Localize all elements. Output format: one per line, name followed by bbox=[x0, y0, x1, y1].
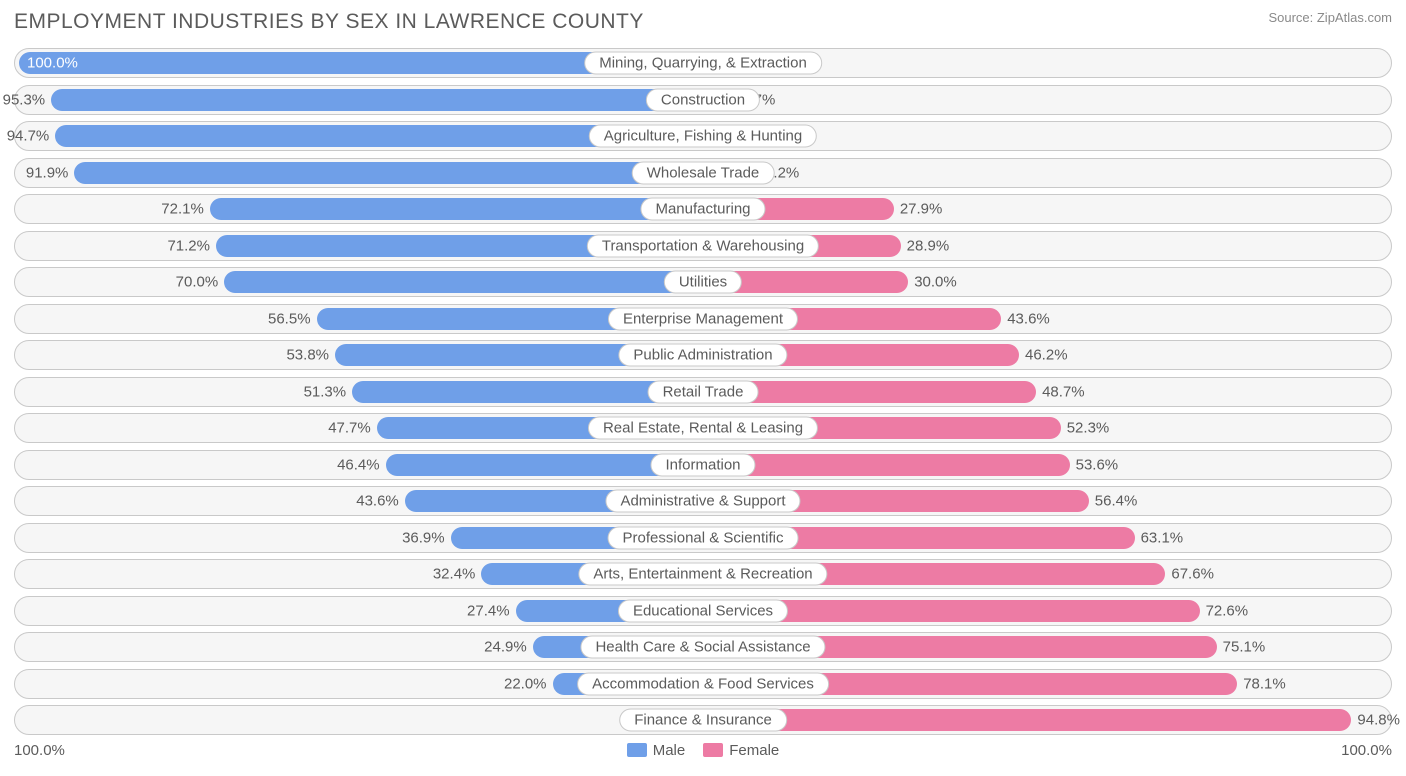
male-swatch-icon bbox=[627, 743, 647, 757]
chart-row: 94.7%5.3%Agriculture, Fishing & Hunting bbox=[14, 121, 1392, 151]
category-label: Information bbox=[650, 453, 755, 476]
category-label: Professional & Scientific bbox=[608, 526, 799, 549]
male-bar bbox=[224, 271, 703, 293]
category-label: Finance & Insurance bbox=[619, 709, 787, 732]
chart-row: 91.9%8.2%Wholesale Trade bbox=[14, 158, 1392, 188]
category-label: Manufacturing bbox=[640, 198, 765, 221]
chart-row: 5.2%94.8%Finance & Insurance bbox=[14, 705, 1392, 735]
female-bar bbox=[703, 709, 1351, 731]
axis-right-max: 100.0% bbox=[1341, 742, 1392, 759]
chart-row: 71.2% 28.9% Transportation & Warehousing bbox=[14, 231, 1392, 261]
female-pct: 75.1% bbox=[1223, 639, 1266, 656]
chart-row: 51.3% 48.7% Retail Trade bbox=[14, 377, 1392, 407]
male-bar bbox=[51, 89, 703, 111]
male-pct: 27.4% bbox=[467, 602, 510, 619]
female-pct: 30.0% bbox=[914, 274, 957, 291]
category-label: Retail Trade bbox=[648, 380, 759, 403]
male-pct: 72.1% bbox=[161, 201, 204, 218]
female-pct: 67.6% bbox=[1171, 566, 1214, 583]
chart-row: 47.7% 52.3% Real Estate, Rental & Leasing bbox=[14, 413, 1392, 443]
category-label: Agriculture, Fishing & Hunting bbox=[589, 125, 817, 148]
female-bar bbox=[703, 454, 1070, 476]
male-pct: 71.2% bbox=[167, 237, 210, 254]
axis-left-max: 100.0% bbox=[14, 742, 65, 759]
chart-header: EMPLOYMENT INDUSTRIES BY SEX IN LAWRENCE… bbox=[14, 10, 1392, 34]
chart-row: 72.1% 27.9% Manufacturing bbox=[14, 194, 1392, 224]
male-bar bbox=[74, 162, 703, 184]
category-label: Arts, Entertainment & Recreation bbox=[578, 563, 827, 586]
chart-row: 46.4% 53.6% Information bbox=[14, 450, 1392, 480]
female-pct: 43.6% bbox=[1007, 310, 1050, 327]
diverging-bar-chart: 100.0%0.0%Mining, Quarrying, & Extractio… bbox=[14, 48, 1392, 735]
female-pct: 46.2% bbox=[1025, 347, 1068, 364]
female-pct: 72.6% bbox=[1206, 602, 1249, 619]
category-label: Utilities bbox=[664, 271, 742, 294]
female-pct: 94.8% bbox=[1357, 712, 1400, 729]
male-pct: 91.9% bbox=[26, 164, 69, 181]
category-label: Administrative & Support bbox=[605, 490, 800, 513]
female-pct: 63.1% bbox=[1141, 529, 1184, 546]
category-label: Accommodation & Food Services bbox=[577, 672, 829, 695]
chart-footer: 100.0% Male Female 100.0% bbox=[14, 742, 1392, 759]
category-label: Construction bbox=[646, 88, 760, 111]
category-label: Public Administration bbox=[618, 344, 787, 367]
male-pct: 46.4% bbox=[337, 456, 380, 473]
chart-row: 56.5% 43.6% Enterprise Management bbox=[14, 304, 1392, 334]
male-pct: 56.5% bbox=[268, 310, 311, 327]
chart-row: 32.4% 67.6% Arts, Entertainment & Recreati… bbox=[14, 559, 1392, 589]
legend-male-label: Male bbox=[653, 742, 686, 759]
chart-title: EMPLOYMENT INDUSTRIES BY SEX IN LAWRENCE… bbox=[14, 10, 644, 34]
female-pct: 48.7% bbox=[1042, 383, 1085, 400]
female-pct: 56.4% bbox=[1095, 493, 1138, 510]
male-pct: 51.3% bbox=[304, 383, 347, 400]
male-pct: 100.0% bbox=[27, 55, 78, 72]
category-label: Health Care & Social Assistance bbox=[580, 636, 825, 659]
female-pct: 53.6% bbox=[1076, 456, 1119, 473]
male-bar bbox=[210, 198, 703, 220]
male-pct: 94.7% bbox=[7, 128, 50, 145]
chart-row: 43.6% 56.4% Administrative & Support bbox=[14, 486, 1392, 516]
male-pct: 43.6% bbox=[356, 493, 399, 510]
legend: Male Female bbox=[627, 742, 780, 759]
chart-row: 95.3%4.7%Construction bbox=[14, 85, 1392, 115]
category-label: Transportation & Warehousing bbox=[587, 234, 819, 257]
male-pct: 36.9% bbox=[402, 529, 445, 546]
chart-row: 100.0%0.0%Mining, Quarrying, & Extractio… bbox=[14, 48, 1392, 78]
legend-female: Female bbox=[703, 742, 779, 759]
male-pct: 24.9% bbox=[484, 639, 527, 656]
chart-row: 70.0% 30.0% Utilities bbox=[14, 267, 1392, 297]
male-pct: 53.8% bbox=[286, 347, 329, 364]
male-pct: 47.7% bbox=[328, 420, 371, 437]
chart-row: 22.0% 78.1% Accommodation & Food Services bbox=[14, 669, 1392, 699]
chart-row: 53.8% 46.2% Public Administration bbox=[14, 340, 1392, 370]
category-label: Real Estate, Rental & Leasing bbox=[588, 417, 818, 440]
category-label: Enterprise Management bbox=[608, 307, 798, 330]
category-label: Wholesale Trade bbox=[632, 161, 775, 184]
male-pct: 22.0% bbox=[504, 675, 547, 692]
female-swatch-icon bbox=[703, 743, 723, 757]
legend-female-label: Female bbox=[729, 742, 779, 759]
category-label: Mining, Quarrying, & Extraction bbox=[584, 52, 822, 75]
chart-row: 24.9% 75.1% Health Care & Social Assistanc… bbox=[14, 632, 1392, 662]
male-pct: 70.0% bbox=[176, 274, 219, 291]
chart-row: 27.4% 72.6% Educational Services bbox=[14, 596, 1392, 626]
male-pct: 32.4% bbox=[433, 566, 476, 583]
female-pct: 78.1% bbox=[1243, 675, 1286, 692]
female-pct: 28.9% bbox=[907, 237, 950, 254]
female-pct: 27.9% bbox=[900, 201, 943, 218]
category-label: Educational Services bbox=[618, 599, 788, 622]
legend-male: Male bbox=[627, 742, 686, 759]
female-pct: 52.3% bbox=[1067, 420, 1110, 437]
chart-source: Source: ZipAtlas.com bbox=[1268, 10, 1392, 25]
chart-row: 36.9% 63.1% Professional & Scientific bbox=[14, 523, 1392, 553]
male-pct: 95.3% bbox=[3, 91, 46, 108]
